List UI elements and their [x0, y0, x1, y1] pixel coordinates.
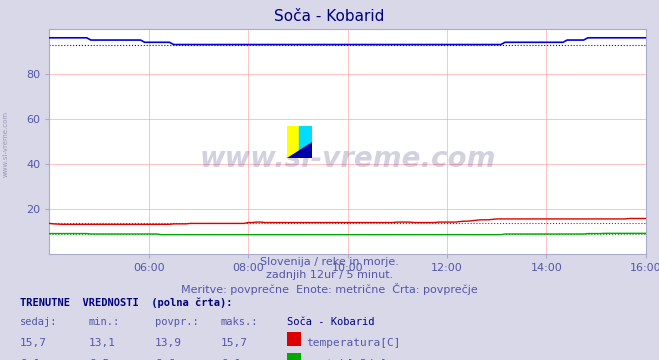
Text: Meritve: povprečne  Enote: metrične  Črta: povprečje: Meritve: povprečne Enote: metrične Črta:… [181, 283, 478, 294]
Text: sedaj:: sedaj: [20, 317, 57, 327]
Bar [299, 126, 312, 158]
Text: maks.:: maks.: [221, 317, 258, 327]
Text: 15,7: 15,7 [20, 338, 47, 348]
Bar [287, 126, 299, 158]
Text: 9,1: 9,1 [221, 359, 241, 360]
Text: 13,9: 13,9 [155, 338, 182, 348]
Text: Soča - Kobarid: Soča - Kobarid [274, 9, 385, 24]
Text: TRENUTNE  VREDNOSTI  (polna črta):: TRENUTNE VREDNOSTI (polna črta): [20, 297, 232, 307]
Text: min.:: min.: [89, 317, 120, 327]
Text: 8,5: 8,5 [89, 359, 109, 360]
Text: 15,7: 15,7 [221, 338, 248, 348]
Text: Soča - Kobarid: Soča - Kobarid [287, 317, 374, 327]
Text: temperatura[C]: temperatura[C] [306, 338, 401, 348]
Text: www.si-vreme.com: www.si-vreme.com [2, 111, 9, 177]
Text: povpr.:: povpr.: [155, 317, 198, 327]
Text: Slovenija / reke in morje.: Slovenija / reke in morje. [260, 257, 399, 267]
Text: 13,1: 13,1 [89, 338, 116, 348]
Text: 9,1: 9,1 [20, 359, 40, 360]
Text: zadnjih 12ur / 5 minut.: zadnjih 12ur / 5 minut. [266, 270, 393, 280]
Text: pretok[m3/s]: pretok[m3/s] [306, 359, 387, 360]
Text: www.si-vreme.com: www.si-vreme.com [200, 145, 496, 173]
Text: 8,6: 8,6 [155, 359, 175, 360]
Polygon shape [287, 142, 312, 158]
